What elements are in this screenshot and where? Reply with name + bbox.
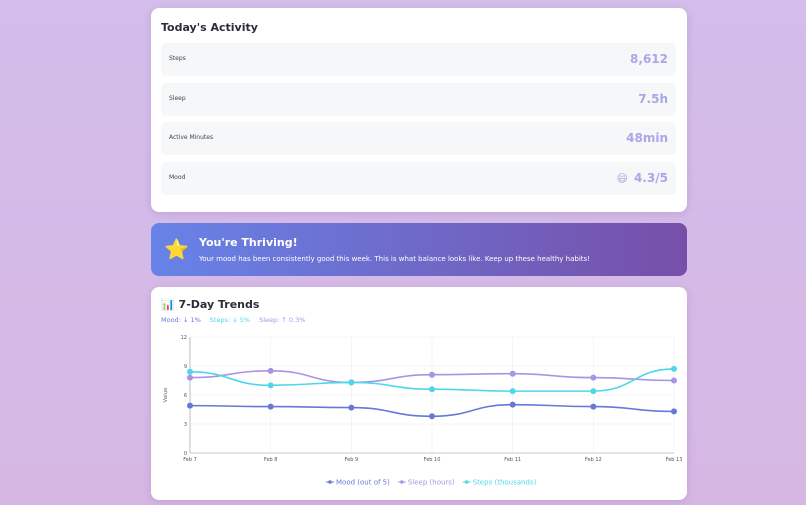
y-tick-label: 3 <box>184 422 187 428</box>
legend-label: Sleep (hours) <box>408 479 455 487</box>
data-point <box>509 388 516 395</box>
stat-value-text: 48min <box>626 131 668 145</box>
x-tick-label: Feb 13 <box>666 457 683 463</box>
x-tick-label: Feb 9 <box>345 457 359 463</box>
y-axis-label: Value <box>163 387 169 403</box>
stat-label: Active Minutes <box>169 134 214 141</box>
stat-value-text: 7.5h <box>638 91 668 106</box>
x-tick-label: Feb 7 <box>183 457 197 463</box>
stat-row: Mood 😄 4.3/5 <box>161 161 676 195</box>
card-title: 📊 7-Day Trends <box>161 298 259 311</box>
y-tick-label: 6 <box>184 393 187 399</box>
legend-marker <box>328 480 332 484</box>
stat-value: 7.5h <box>638 92 668 106</box>
legend-label: Mood (out of 5) <box>336 479 390 487</box>
stat-row: Steps 8,612 <box>161 43 676 76</box>
x-tick-label: Feb 10 <box>424 457 441 463</box>
legend-marker <box>464 480 469 484</box>
y-tick-label: 9 <box>184 364 187 370</box>
stat-label: Sleep <box>169 94 186 102</box>
trends-card: 📊 7-Day Trends Mood: ↓ 1% Steps: ↓ 5% Slee… <box>151 287 687 500</box>
legend-marker <box>400 480 404 484</box>
data-point <box>671 365 677 372</box>
stat-value-text: 4.3/5 <box>634 170 668 185</box>
data-point <box>267 382 274 389</box>
x-tick-label: Feb 8 <box>264 457 278 463</box>
stat-label: Mood <box>169 173 186 181</box>
banner-text: Your mood has been consistently good thi… <box>199 255 590 263</box>
data-point <box>429 386 435 393</box>
summary: Mood: ↓ 1% Steps: ↓ 5% Sleep: ↑ 0.3% <box>161 316 314 324</box>
data-point <box>590 403 597 410</box>
activity-card: Today's Activity Steps 8,612 Sleep 7.5h Acti… <box>151 8 687 212</box>
stat-value-text: 8,612 <box>630 52 668 66</box>
legend-label: Steps (thousands) <box>473 479 537 487</box>
stat-label: Steps <box>169 55 186 62</box>
title-icon: 📊 <box>161 298 175 311</box>
banner-icon: ⭐ <box>164 237 189 261</box>
stat-row: Sleep 7.5h <box>161 82 676 116</box>
data-point <box>348 379 355 386</box>
data-point <box>671 408 677 415</box>
chart: 0 3 6 9 12 Feb 7 Feb 8 Feb 9 Feb 10 Feb 11 Feb 12 F… <box>163 335 683 487</box>
data-point <box>509 401 516 408</box>
y-tick-label: 0 <box>184 451 187 457</box>
data-point <box>590 388 597 395</box>
data-point <box>267 367 274 374</box>
data-point <box>429 413 435 420</box>
trend-summary: Sleep: ↑ 0.3% <box>259 316 306 324</box>
data-point <box>429 371 435 378</box>
stat-value: 😄 4.3/5 <box>617 171 668 185</box>
card-title: Today's Activity <box>161 21 258 34</box>
chart-title: 7-Day Trends <box>178 298 260 311</box>
data-point <box>187 402 193 409</box>
data-point <box>671 377 677 384</box>
y-tick-label: 12 <box>181 335 187 341</box>
data-point <box>509 370 516 377</box>
x-tick-label: Feb 11 <box>504 457 521 463</box>
data-point <box>187 368 193 375</box>
stat-row: Active Minutes 48min <box>161 122 676 155</box>
data-point <box>267 403 274 410</box>
stat-icon: 😄 <box>616 171 628 185</box>
data-point <box>348 404 355 411</box>
banner: ⭐ You're Thriving! Your mood has been co… <box>151 223 687 276</box>
trend-summary: Steps: ↓ 5% <box>209 316 251 324</box>
trend-summary: Mood: ↓ 1% <box>161 316 201 324</box>
x-tick-label: Feb 12 <box>585 457 602 463</box>
data-point <box>590 374 597 381</box>
stat-value: 48min <box>626 131 668 145</box>
banner-title: You're Thriving! <box>199 236 298 249</box>
data-point <box>187 374 193 381</box>
stat-value: 8,612 <box>630 52 668 66</box>
